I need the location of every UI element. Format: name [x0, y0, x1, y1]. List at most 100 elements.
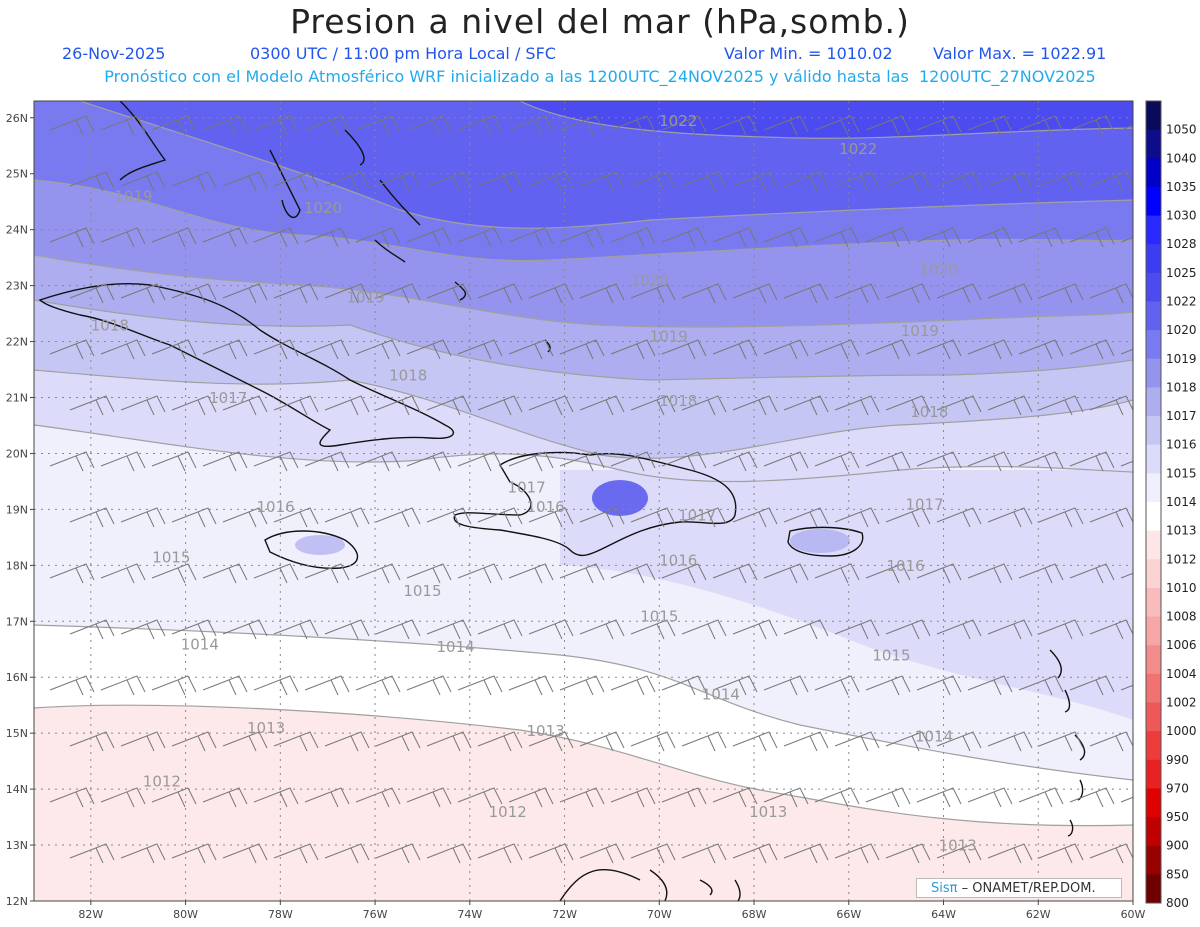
wind-barb: [987, 619, 1033, 640]
wind-barb: [477, 619, 523, 640]
colorbar-swatch: [1146, 673, 1161, 703]
colorbar-label: 1030: [1166, 209, 1197, 223]
wind-barb: [1069, 451, 1115, 472]
wind-barb: [630, 171, 676, 192]
wind-barb: [120, 507, 166, 528]
wind-barb: [610, 227, 656, 248]
colorbar-label: 1017: [1166, 409, 1197, 423]
isobar-label: 1015: [872, 646, 910, 664]
colorbar-swatch: [1146, 444, 1161, 474]
wind-barb: [304, 787, 350, 808]
wind-barb: [681, 731, 727, 752]
wind-barb: [1069, 115, 1115, 136]
colorbar-swatch: [1146, 473, 1161, 503]
bahamas-5: [454, 281, 467, 301]
colorbar-label: 1020: [1166, 323, 1197, 337]
isobar-lines: [34, 101, 1133, 827]
colorbar-label: 1004: [1166, 667, 1197, 681]
wind-barb: [783, 843, 829, 864]
wind-barb: [865, 787, 911, 808]
colorbar-label: 1008: [1166, 610, 1197, 624]
wind-barb: [967, 787, 1013, 808]
wind-barb: [171, 171, 217, 192]
wind-barb: [579, 395, 625, 416]
wind-barb: [457, 115, 503, 136]
colorbar-swatch: [1146, 817, 1161, 847]
wind-barb: [457, 563, 503, 584]
wind-barb: [814, 451, 860, 472]
lat-label: 17N: [6, 615, 28, 628]
wind-barb: [304, 675, 350, 696]
wind-barb: [967, 675, 1013, 696]
lat-label: 19N: [6, 503, 28, 516]
bahamas-1: [269, 149, 301, 219]
wind-barb: [1038, 507, 1084, 528]
wind-barb: [375, 395, 421, 416]
colorbar-swatch: [1146, 616, 1161, 646]
wind-barb: [100, 563, 146, 584]
isobar-label: 1013: [527, 722, 565, 740]
isobar-label: 1014: [915, 728, 953, 746]
wind-barb: [355, 227, 401, 248]
wind-barb: [712, 227, 758, 248]
isobar-label: 1016: [256, 498, 294, 516]
colorbar-label: 1040: [1166, 151, 1197, 165]
wind-barb: [324, 619, 370, 640]
wind-barb: [375, 283, 421, 304]
colorbar-label: 1022: [1166, 295, 1197, 309]
wind-barb: [49, 115, 95, 136]
wind-barb: [273, 171, 319, 192]
wind-barb: [171, 619, 217, 640]
wind-barb: [202, 451, 248, 472]
wind-barb: [967, 563, 1013, 584]
colorbar-swatch: [1146, 129, 1161, 159]
wind-barb: [49, 675, 95, 696]
wind-barb: [508, 115, 554, 136]
colorbar-frame: [1145, 100, 1162, 904]
wind-barb: [559, 563, 605, 584]
low-hispaniola: [592, 480, 648, 516]
wind-barb: [406, 339, 452, 360]
wind-barb: [681, 395, 727, 416]
wind-barb: [579, 843, 625, 864]
wind-barb: [783, 619, 829, 640]
isobar-label: 1015: [152, 549, 190, 567]
model-info: Pronóstico con el Modelo Atmosférico WRF…: [104, 67, 1096, 86]
max-value: Valor Max. = 1022.91: [933, 44, 1107, 63]
wind-barb: [610, 563, 656, 584]
wind-barb: [1089, 843, 1133, 864]
wind-barb: [936, 619, 982, 640]
wind-barb: [814, 675, 860, 696]
isobar-label: 1020: [920, 260, 958, 278]
wind-barb: [732, 171, 778, 192]
lon-label: 64W: [931, 908, 956, 921]
credit-box: Sisπ – ONAMET/REP.DOM.: [916, 878, 1122, 898]
cuba-coast: [38, 282, 455, 447]
wind-barb: [100, 451, 146, 472]
wind-barb: [355, 339, 401, 360]
wind-barb: [763, 787, 809, 808]
wind-barb: [457, 227, 503, 248]
wind-barb: [783, 283, 829, 304]
wind-barb: [49, 451, 95, 472]
wind-barb: [273, 395, 319, 416]
wind-barb: [865, 563, 911, 584]
wind-barb: [222, 843, 268, 864]
wind-barb: [406, 115, 452, 136]
wind-barb: [406, 675, 452, 696]
wind-barb: [936, 507, 982, 528]
wind-barb: [426, 395, 472, 416]
wind-barb: [783, 507, 829, 528]
wind-barb: [406, 227, 452, 248]
wind-barb: [426, 283, 472, 304]
wind-barb: [936, 395, 982, 416]
wind-barb: [253, 339, 299, 360]
wind-barb: [814, 339, 860, 360]
wind-barb: [406, 563, 452, 584]
wind-barb: [508, 787, 554, 808]
lon-label: 76W: [363, 908, 388, 921]
wind-barb: [151, 451, 197, 472]
wind-barb: [885, 283, 931, 304]
credit-text: – ONAMET/REP.DOM.: [961, 881, 1096, 896]
